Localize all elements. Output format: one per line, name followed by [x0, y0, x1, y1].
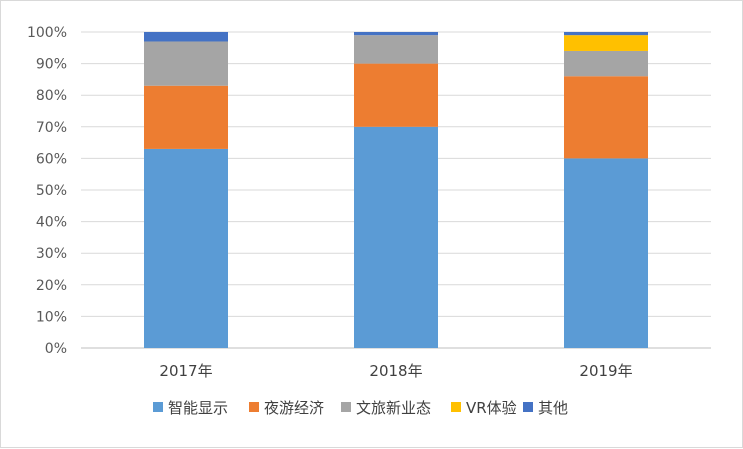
y-tick-label: 0%: [45, 341, 67, 357]
y-tick-label: 20%: [36, 278, 67, 294]
y-tick-label: 90%: [36, 57, 67, 73]
x-tick-label: 2018年: [369, 362, 422, 380]
y-tick-label: 100%: [27, 25, 67, 41]
bar-segment: [354, 63, 438, 127]
y-tick-label: 50%: [36, 183, 67, 199]
y-tick-label: 80%: [36, 88, 67, 104]
bar-segment: [144, 41, 228, 86]
legend-label: 夜游经济: [264, 399, 324, 417]
bar-segment: [354, 35, 438, 64]
legend-swatch: [451, 402, 461, 412]
bar-segment: [354, 126, 438, 348]
y-tick-label: 70%: [36, 120, 67, 136]
bar-segment: [564, 158, 648, 348]
legend-label: 智能显示: [168, 399, 228, 417]
y-tick-label: 10%: [36, 309, 67, 325]
x-tick-label: 2019年: [579, 362, 632, 380]
legend-swatch: [153, 402, 163, 412]
x-tick-label: 2017年: [159, 362, 212, 380]
legend-swatch: [523, 402, 533, 412]
bar-segment: [564, 76, 648, 159]
y-tick-label: 30%: [36, 246, 67, 262]
legend-swatch: [249, 402, 259, 412]
y-tick-label: 40%: [36, 215, 67, 231]
bar-segment: [144, 85, 228, 149]
bar-segment: [144, 148, 228, 348]
bar-segment: [564, 35, 648, 51]
bar-segment: [354, 32, 438, 36]
bar-segment: [564, 32, 648, 36]
legend-label: VR体验: [466, 399, 517, 417]
legend-swatch: [341, 402, 351, 412]
legend-label: 其他: [538, 399, 568, 417]
bar-segment: [144, 32, 228, 42]
y-tick-label: 60%: [36, 151, 67, 167]
bar-segment: [564, 50, 648, 77]
legend-label: 文旅新业态: [356, 399, 431, 417]
